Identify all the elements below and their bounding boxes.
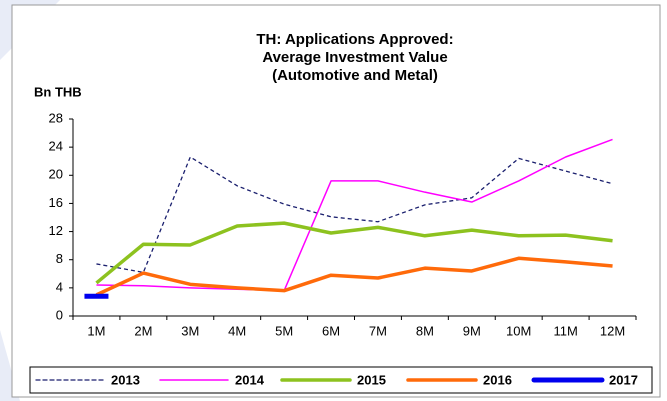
legend-label: 2015 — [357, 372, 386, 387]
series-line — [96, 156, 613, 274]
y-tick-label: 0 — [56, 307, 63, 322]
x-tick-label: 6M — [322, 323, 340, 338]
x-tick-label: 9M — [463, 323, 481, 338]
x-tick-label: 5M — [275, 323, 293, 338]
series-line — [96, 138, 613, 292]
y-tick-label: 20 — [49, 167, 63, 182]
chart-frame — [11, 4, 661, 398]
y-tick-label: 16 — [49, 195, 63, 210]
x-tick-label: 8M — [416, 323, 434, 338]
series-line — [95, 256, 613, 297]
x-tick-label: 4M — [228, 323, 246, 338]
x-tick-label: 1M — [87, 323, 105, 338]
chart-title: TH: Applications Approved: — [256, 31, 453, 48]
series-line — [95, 221, 613, 285]
x-tick-label: 2M — [134, 323, 152, 338]
x-tick-label: 7M — [369, 323, 387, 338]
y-tick-label: 4 — [56, 279, 63, 294]
y-axis-label: Bn THB — [34, 84, 82, 99]
y-tick-label: 28 — [49, 110, 63, 125]
legend-label: 2016 — [483, 372, 512, 387]
chart-title: (Automotive and Metal) — [272, 67, 438, 84]
x-tick-label: 10M — [506, 323, 531, 338]
y-tick-label: 12 — [49, 223, 63, 238]
legend-label: 2014 — [235, 372, 265, 387]
x-tick-label: 12M — [600, 323, 625, 338]
legend-label: 2017 — [609, 372, 638, 387]
y-tick-label: 8 — [56, 251, 63, 266]
legend-label: 2013 — [111, 372, 140, 387]
chart-title: Average Investment Value — [262, 49, 447, 66]
y-tick-label: 24 — [49, 139, 63, 154]
legend-frame — [29, 366, 653, 394]
x-tick-label: 3M — [181, 323, 199, 338]
x-tick-label: 11M — [553, 323, 577, 338]
